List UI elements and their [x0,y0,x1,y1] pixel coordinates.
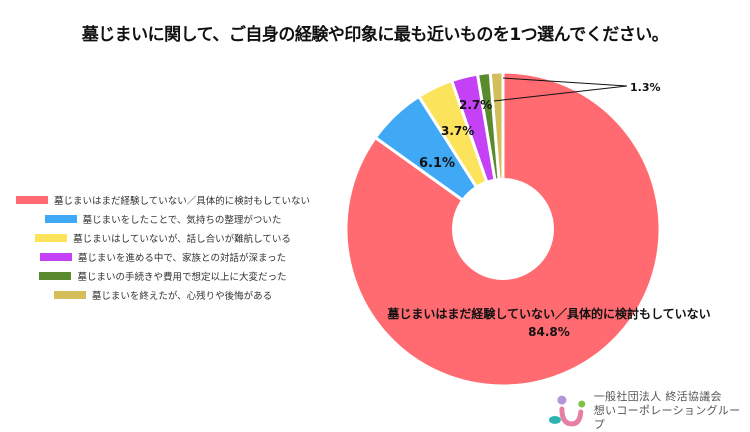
legend-swatch [39,252,72,261]
leader-line [493,85,628,102]
donut-hole [452,178,554,280]
slice-label-main-value: 84.8% [528,325,570,339]
legend-item: 墓じまいの手続きや費用で想定以上に大変だった [39,266,287,285]
legend-item: 墓じまいはまだ経験していない／具体的に検討もしていない [16,190,310,209]
slice-label-yellow: 3.7% [441,124,474,138]
legend: 墓じまいはまだ経験していない／具体的に検討もしていない 墓じまいをしたことで、気… [8,190,318,304]
legend-label: 墓じまいを進める中で、家族との対話が深まった [77,252,287,264]
slice-label-purple: 2.7% [459,98,492,112]
slice-label-small: 1.3% [630,81,661,94]
legend-label: 墓じまいはしていないが、話し合いが難航している [73,233,291,245]
legend-swatch [53,290,86,299]
legend-item: 墓じまいはしていないが、話し合いが難航している [35,228,291,247]
organization-logo: 一般社団法人 終活協議会 想いコーポレーショングループ [548,390,750,432]
chart-title: 墓じまいに関して、ご自身の経験や印象に最も近いものを1つ選んでください。 [81,25,669,45]
legend-item: 墓じまいを進める中で、家族との対話が深まった [39,247,287,266]
logo-line2: 想いコーポレーショングループ [593,404,741,431]
legend-label: 墓じまいの手続きや費用で想定以上に大変だった [77,271,287,283]
legend-label: 墓じまいはまだ経験していない／具体的に検討もしていない [54,195,310,207]
legend-swatch [16,195,49,204]
slice-label-blue: 6.1% [419,156,455,171]
legend-item: 墓じまいを終えたが、心残りや後悔がある [53,285,273,304]
legend-item: 墓じまいをしたことで、気持ちの整理がついた [44,209,282,228]
leader-line [502,77,628,87]
legend-swatch [39,271,72,280]
legend-label: 墓じまいをしたことで、気持ちの整理がついた [82,214,282,226]
logo-line1: 一般社団法人 終活協議会 [593,390,722,403]
legend-swatch [44,214,77,223]
legend-swatch [35,233,68,242]
slice-label-main-name: 墓じまいはまだ経験していない／具体的に検討もしていない [386,306,710,321]
legend-label: 墓じまいを終えたが、心残りや後悔がある [91,290,273,302]
logo-icon [548,395,586,427]
